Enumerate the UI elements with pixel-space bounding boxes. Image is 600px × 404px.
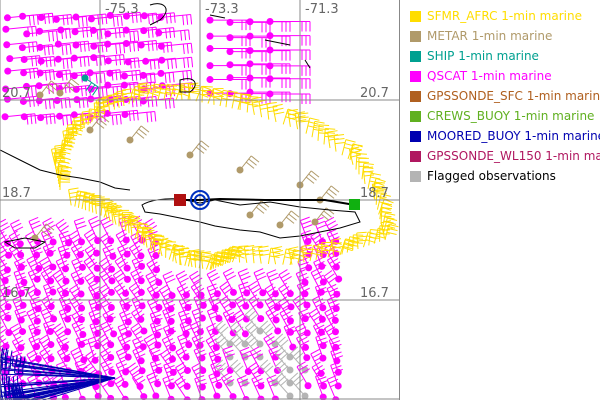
legend-swatch	[410, 11, 421, 22]
qscat-barb	[100, 348, 115, 375]
legend-label: QSCAT 1-min marine	[427, 69, 552, 83]
legend-label: GPSSONDE_WL150 1-min marine	[427, 149, 600, 163]
metar-barb	[277, 211, 300, 229]
legend-swatch	[410, 31, 421, 42]
qscat-barb	[237, 375, 249, 400]
sfmr-barb	[252, 246, 263, 263]
metar-barb	[237, 156, 260, 174]
qscat-barb	[85, 244, 101, 271]
qscat-barb	[76, 336, 88, 364]
lat-label: 18.7	[2, 186, 31, 201]
legend: SFMR_AFRC 1-min marine METAR 1-min marine…	[404, 6, 600, 186]
qscat-barb	[324, 271, 340, 298]
map-svg: -75.3 -73.3 -71.3 20.7 20.7 18.7 18.7 16…	[0, 0, 400, 400]
qscat-barb	[267, 75, 311, 89]
qscat-barb	[87, 69, 121, 80]
metar-barb	[187, 141, 210, 159]
storm-track	[174, 191, 360, 210]
qscat-barb	[267, 32, 311, 46]
legend-item[interactable]: SHIP 1-min marine	[404, 46, 600, 66]
lat-label: 16.7	[2, 286, 31, 301]
qscat-barb	[158, 43, 192, 54]
legend-label: CREWS_BUOY 1-min marine	[427, 109, 594, 123]
legend-label: METAR 1-min marine	[427, 29, 552, 43]
legend-swatch	[410, 111, 421, 122]
qscat-barb	[19, 13, 53, 24]
qscat-barb	[70, 284, 86, 311]
legend-label: SHIP 1-min marine	[427, 49, 539, 63]
qscat-barb	[19, 44, 53, 55]
qscat-barb	[10, 324, 24, 352]
qscat-barb	[57, 284, 71, 312]
lon-label: -73.3	[205, 2, 239, 17]
qscat-barb	[2, 26, 36, 37]
qscat-barb	[254, 269, 266, 297]
qscat-barb	[2, 113, 36, 124]
legend-label: GPSSONDE_SFC 1-min marine	[427, 89, 600, 103]
legend-label: MOORED_BUOY 1-min marine	[427, 129, 600, 143]
qscat-barb	[114, 283, 130, 310]
qscat-barb	[37, 44, 71, 55]
qscat-barb	[267, 18, 311, 32]
legend-swatch	[410, 71, 421, 82]
legend-item[interactable]: SFMR_AFRC 1-min marine	[404, 6, 600, 26]
qscat-barb	[267, 375, 279, 400]
legend-swatch	[410, 51, 421, 62]
qscat-barb	[39, 257, 54, 285]
legend-item[interactable]: METAR 1-min marine	[404, 26, 600, 46]
qscat-barb	[55, 41, 89, 52]
qscat-barb	[157, 70, 191, 81]
qscat-barb	[121, 72, 155, 83]
legend-item[interactable]: CREWS_BUOY 1-min marine	[404, 106, 600, 126]
lat-label: 20.7	[2, 86, 31, 101]
gpssonde-wl150-marker[interactable]	[174, 194, 186, 206]
legend-item[interactable]: MOORED_BUOY 1-min marine	[404, 126, 600, 146]
qscat-barb	[43, 243, 56, 271]
qscat-barb	[88, 15, 122, 26]
legend-swatch	[410, 151, 421, 162]
legend-swatch	[410, 171, 421, 182]
qscat-barb	[36, 97, 70, 108]
sfmr-barb	[267, 103, 278, 120]
map-canvas[interactable]: -75.3 -73.3 -71.3 20.7 20.7 18.7 18.7 16…	[0, 0, 400, 400]
qscat-barb	[207, 323, 220, 351]
qscat-barb	[163, 271, 176, 299]
legend-item[interactable]: Flagged observations	[404, 166, 600, 186]
qscat-barb	[140, 98, 174, 109]
legend-item[interactable]: GPSSONDE_WL150 1-min marine	[404, 146, 600, 166]
qscat-barb	[155, 29, 189, 40]
qscat-barb	[121, 111, 155, 122]
qscat-barb	[331, 362, 343, 390]
legend-item[interactable]: QSCAT 1-min marine	[404, 66, 600, 86]
legend-label: Flagged observations	[427, 169, 556, 183]
lat-label: 16.7	[360, 286, 389, 301]
qscat-barb	[116, 230, 131, 258]
lat-label: 20.7	[360, 86, 389, 101]
qscat-barb	[120, 298, 132, 326]
legend-swatch	[410, 91, 421, 102]
lon-label: -71.3	[305, 2, 339, 17]
qscat-barb	[138, 42, 172, 53]
metar-barb	[127, 126, 150, 144]
qscat-barb	[53, 16, 87, 27]
qscat-barb	[114, 375, 129, 400]
qscat-barb	[105, 57, 139, 68]
sfmr-barb	[295, 112, 306, 129]
legend-item[interactable]: GPSSONDE_SFC 1-min marine	[404, 86, 600, 106]
qscat-barb	[140, 72, 174, 83]
crews-buoy-marker[interactable]	[349, 199, 360, 210]
qscat-barb	[278, 297, 293, 324]
sfmr-barb	[122, 89, 133, 106]
qscat-barb	[123, 27, 157, 38]
qscat-barb	[297, 362, 312, 390]
qscat-barb	[104, 30, 138, 41]
qscat-barb	[284, 323, 296, 351]
legend-swatch	[410, 131, 421, 142]
lat-label: 18.7	[360, 186, 389, 201]
qscat-barb	[267, 46, 311, 60]
legend-label: SFMR_AFRC 1-min marine	[427, 9, 582, 23]
qscat-barb	[267, 62, 311, 76]
lon-label: -75.3	[105, 2, 139, 17]
qscat-barb	[223, 268, 237, 296]
